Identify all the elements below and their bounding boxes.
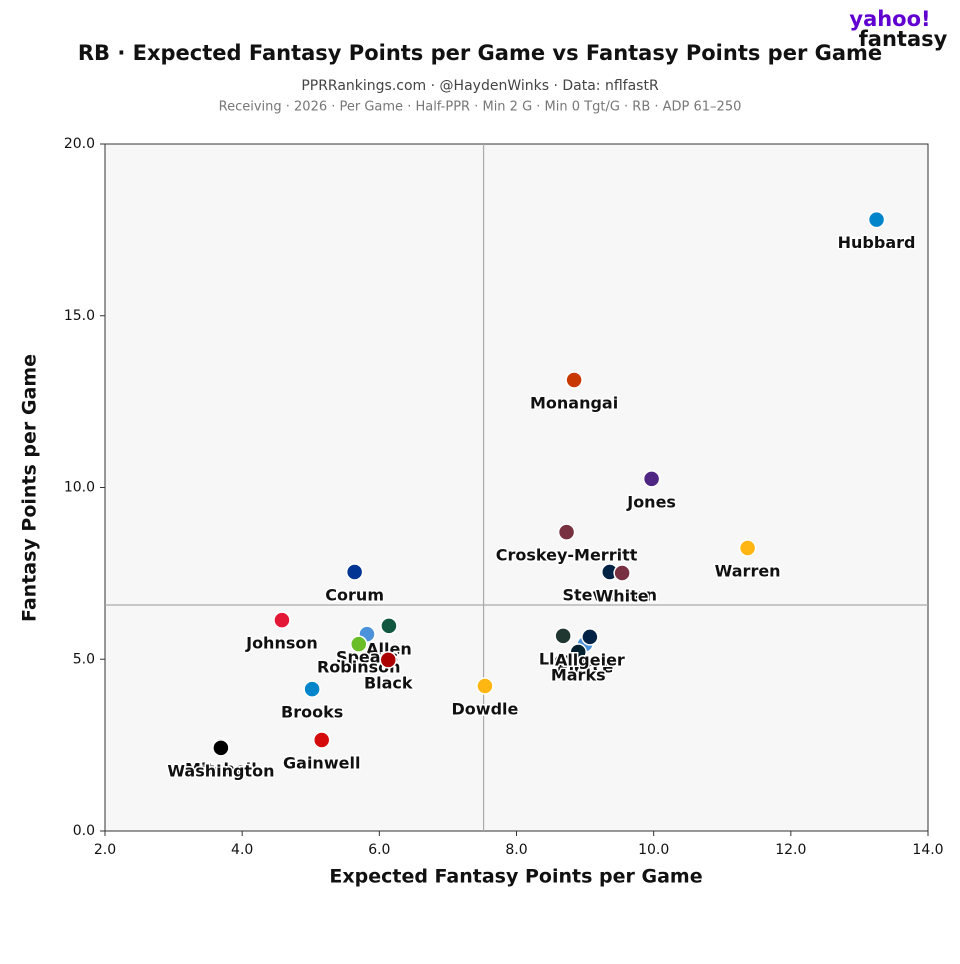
chart-subtitle: PPRRankings.com · @HaydenWinks · Data: n… xyxy=(301,78,659,94)
point-label: White xyxy=(596,587,649,606)
point xyxy=(379,651,397,669)
y-tick-label: 15.0 xyxy=(64,308,95,324)
point-label: Gainwell xyxy=(283,753,360,772)
point xyxy=(554,627,572,645)
plot-area xyxy=(104,143,929,832)
point-label: Pierce xyxy=(557,658,613,677)
point xyxy=(738,539,757,557)
brand-name: yahoo! xyxy=(849,7,930,31)
point xyxy=(642,470,661,488)
point xyxy=(350,635,368,653)
brand-product: fantasy xyxy=(859,27,948,51)
point xyxy=(273,611,291,629)
y-tick-label: 0.0 xyxy=(73,823,95,839)
point-label: Allgeier xyxy=(555,650,625,669)
chart-filters: Receiving · 2026 · Per Game · Half-PPR ·… xyxy=(219,100,742,115)
x-tick-label: 2.0 xyxy=(94,842,116,858)
point xyxy=(303,680,321,698)
y-tick-label: 20.0 xyxy=(64,136,95,152)
point xyxy=(867,210,886,229)
point-label: Corum xyxy=(325,586,384,605)
point-label: Stevenson xyxy=(562,586,657,605)
point xyxy=(581,628,599,646)
point-label: Hubbard xyxy=(838,233,916,252)
point xyxy=(613,564,631,582)
point-label: Mitchell xyxy=(185,760,257,779)
point xyxy=(212,739,230,757)
point-label: Warren xyxy=(715,561,781,580)
point-label: Brooks xyxy=(281,703,343,722)
point-label: Croskey-Merritt xyxy=(496,546,638,565)
x-tick-label: 14.0 xyxy=(912,842,943,858)
point-label: Allen xyxy=(366,639,412,658)
x-tick-label: 8.0 xyxy=(505,842,527,858)
point-label: Marks xyxy=(551,666,606,685)
point xyxy=(312,731,331,749)
point xyxy=(565,371,583,389)
point xyxy=(380,617,398,635)
point-label: Black xyxy=(364,673,413,692)
x-tick-label: 12.0 xyxy=(775,842,806,858)
chart-title: RB · Expected Fantasy Points per Game vs… xyxy=(78,41,882,65)
point-label: Dowdle xyxy=(452,700,519,719)
point-label: Washington xyxy=(167,761,274,780)
point xyxy=(476,677,494,695)
point xyxy=(569,643,587,661)
x-axis-label: Expected Fantasy Points per Game xyxy=(329,866,702,888)
x-tick-label: 4.0 xyxy=(231,842,253,858)
y-axis-label: Fantasy Points per Game xyxy=(19,354,41,622)
y-tick-label: 5.0 xyxy=(73,651,95,667)
x-tick-label: 10.0 xyxy=(638,842,669,858)
x-tick-label: 6.0 xyxy=(368,842,390,858)
y-tick-label: 10.0 xyxy=(64,480,95,496)
point xyxy=(345,563,364,581)
point-label: Johnson xyxy=(245,634,318,653)
point-label: Jones xyxy=(626,492,676,511)
point-label: Monangai xyxy=(530,393,618,412)
point xyxy=(557,523,576,541)
